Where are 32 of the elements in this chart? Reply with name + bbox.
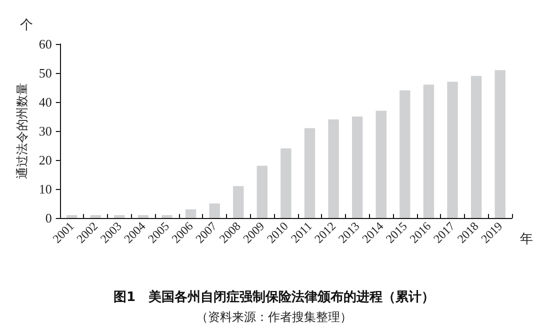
bar: [114, 215, 125, 218]
bar: [470, 76, 482, 218]
x-axis-title: 年: [520, 231, 533, 246]
bar: [209, 204, 220, 218]
bar: [66, 215, 78, 218]
bar: [138, 215, 149, 218]
bar: [90, 215, 101, 218]
text: 个: [20, 17, 33, 32]
y-tick-label: 40: [38, 94, 52, 110]
y-tick-label: 0: [45, 210, 52, 226]
bar: [185, 209, 196, 218]
bar: [233, 186, 244, 218]
bar: [352, 116, 363, 218]
y-axis-title: 通过法令的州数量: [15, 83, 29, 179]
bar: [376, 110, 386, 218]
bar: [494, 70, 506, 218]
y-tick-label: 10: [38, 182, 52, 196]
y-tick-label: 60: [38, 36, 52, 52]
bar: [304, 128, 316, 218]
bar: [423, 84, 434, 218]
bar: [256, 166, 268, 218]
bar: [400, 90, 410, 218]
bar: [280, 148, 292, 218]
x-tick-label: 2011: [288, 219, 315, 246]
y-tick-label: 30: [38, 124, 52, 138]
y-tick-label: 20: [38, 152, 52, 168]
bar: [328, 119, 339, 218]
text: 图1 美国各州自闭症强制保险法律颁布的进程（累计）: [113, 289, 435, 305]
bar: [162, 215, 172, 218]
y-tick-label: 50: [38, 66, 52, 80]
bar: [447, 82, 458, 218]
text: （资料来源：作者搜集整理）: [196, 310, 352, 324]
